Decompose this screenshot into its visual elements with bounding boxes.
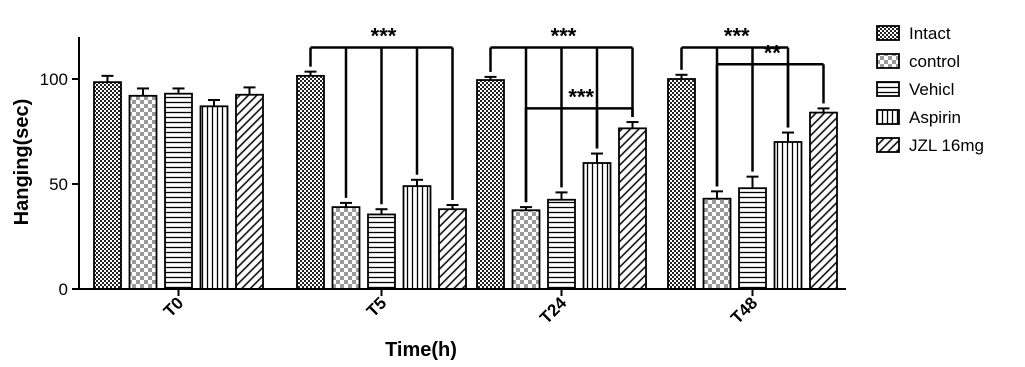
bar — [93, 81, 122, 290]
legend-label: Intact — [909, 24, 951, 43]
x-tick-label: T48 — [727, 293, 761, 327]
bar — [809, 111, 838, 290]
significance-label: *** — [371, 24, 397, 49]
legend-swatch — [876, 81, 900, 97]
legend: Intact control Vehicl Aspirin JZL 16mg — [876, 24, 984, 155]
bar — [164, 92, 193, 290]
bar — [331, 206, 361, 290]
bar — [702, 197, 732, 290]
bars-layer — [93, 70, 838, 290]
legend-swatch — [876, 137, 900, 153]
bar — [296, 74, 325, 290]
y-tick-label: 0 — [59, 280, 68, 299]
x-tick-label: T24 — [536, 293, 571, 328]
legend-label: control — [909, 52, 960, 71]
x-tick-label: T0 — [160, 293, 187, 320]
significance-layer: *** *********** — [309, 24, 825, 205]
bar — [547, 198, 576, 290]
significance-label: ** — [764, 40, 782, 65]
x-axis-title: Time(h) — [385, 339, 457, 361]
bar — [402, 185, 432, 290]
legend-swatch — [876, 25, 900, 41]
y-tick-label: 50 — [49, 175, 68, 194]
legend-swatch — [876, 53, 900, 69]
y-axis-title: Hanging(sec) — [11, 99, 33, 226]
bar — [773, 141, 803, 290]
significance-label: *** — [551, 24, 577, 49]
legend-label: JZL 16mg — [909, 136, 984, 155]
bar — [582, 162, 612, 290]
bar — [235, 93, 264, 290]
bar — [438, 208, 467, 290]
bar — [511, 209, 541, 290]
bar — [128, 94, 158, 290]
bar — [199, 105, 229, 290]
legend-swatch — [876, 109, 900, 125]
y-tick-label: 100 — [40, 70, 68, 89]
bar — [476, 79, 505, 290]
bar — [367, 213, 396, 290]
significance-label: *** — [724, 24, 750, 49]
bar — [667, 78, 696, 290]
legend-label: Aspirin — [909, 108, 961, 127]
bar — [618, 127, 647, 290]
significance-label: *** — [568, 84, 594, 109]
bar — [738, 187, 767, 290]
x-tick-label: T5 — [363, 293, 390, 320]
legend-label: Vehicl — [909, 80, 954, 99]
